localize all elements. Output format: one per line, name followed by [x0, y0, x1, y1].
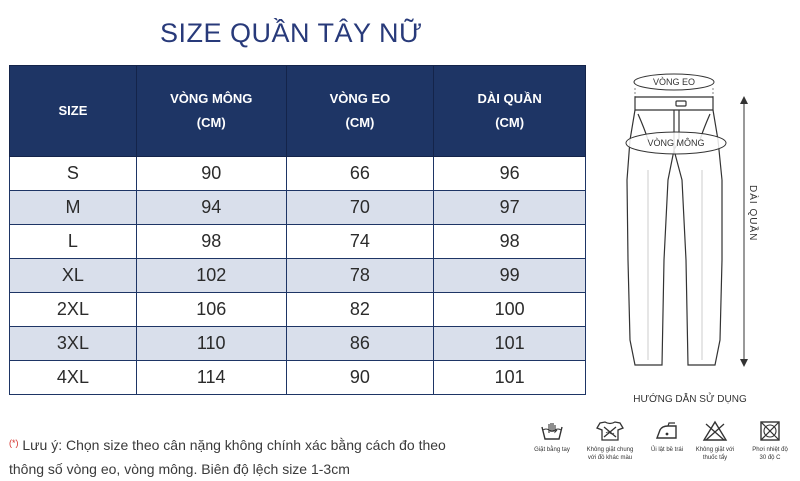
cell-size: M [9, 190, 137, 225]
cell-length: 98 [433, 224, 586, 259]
note-marker: (*) [9, 438, 19, 448]
cell-hip: 114 [135, 360, 287, 395]
header-length: DÀI QUẦN (CM) [433, 65, 586, 157]
cell-waist: 90 [285, 360, 435, 395]
table-row: 2XL 106 82 100 [9, 292, 586, 327]
note-line-1: Lưu ý: Chọn size theo cân nặng không chí… [22, 437, 446, 453]
table-row: 4XL 114 90 101 [9, 360, 586, 395]
cell-length: 101 [433, 326, 586, 361]
care-wash-separately: Không giặt chung với đồ khác màu [580, 420, 640, 462]
cell-length: 101 [433, 360, 586, 395]
cell-waist: 78 [285, 258, 435, 293]
cell-waist: 86 [285, 326, 435, 361]
page-title: SIZE QUẦN TÂY NỮ [160, 18, 423, 48]
cell-length: 99 [433, 258, 586, 293]
table-row: XL 102 78 99 [9, 258, 586, 293]
care-hand-wash: Giặt bằng tay [522, 420, 582, 454]
cell-hip: 102 [135, 258, 287, 293]
cell-length: 97 [433, 190, 586, 225]
trousers-diagram: VÒNG EO VÒNG MÔNG DÀI QUẦN [625, 73, 760, 367]
care-guide-title: HƯỚNG DẪN SỬ DỤNG [633, 394, 747, 405]
length-label: DÀI QUẦN [747, 185, 760, 241]
cell-size: XL [9, 258, 137, 293]
cell-size: 4XL [9, 360, 137, 395]
cell-hip: 90 [135, 156, 287, 191]
cell-waist: 66 [285, 156, 435, 191]
waist-measure: VÒNG EO [633, 73, 715, 97]
tumble-dry-icon [760, 421, 780, 441]
wash-separately-icon [596, 421, 624, 441]
cell-hip: 110 [135, 326, 287, 361]
cell-hip: 94 [135, 190, 287, 225]
waist-label: VÒNG EO [653, 77, 695, 87]
header-hip: VÒNG MÔNG (CM) [135, 65, 287, 157]
care-tumble-dry: Phơi nhiệt độ 30 độ C [740, 420, 800, 462]
hand-wash-icon [541, 423, 563, 440]
hip-measure: VÒNG MÔNG [625, 131, 727, 155]
header-waist: VÒNG EO (CM) [285, 65, 435, 157]
cell-length: 100 [433, 292, 586, 327]
cell-hip: 98 [135, 224, 287, 259]
cell-length: 96 [433, 156, 586, 191]
no-bleach-icon [702, 420, 728, 441]
size-note: (*) Lưu ý: Chọn size theo cân nặng không… [9, 433, 499, 481]
care-iron-reverse: Ủi lật bề trái [637, 420, 697, 454]
care-no-bleach: Không giặt với thuốc tẩy [685, 420, 745, 462]
iron-reverse-icon [655, 422, 677, 439]
hip-label: VÒNG MÔNG [647, 138, 704, 148]
table-row: L 98 74 98 [9, 224, 586, 259]
cell-size: S [9, 156, 137, 191]
header-size: SIZE [9, 65, 137, 157]
cell-size: L [9, 224, 137, 259]
length-measure: DÀI QUẦN [740, 96, 760, 367]
cell-hip: 106 [135, 292, 287, 327]
cell-size: 3XL [9, 326, 137, 361]
cell-size: 2XL [9, 292, 137, 327]
table-row: S 90 66 96 [9, 156, 586, 191]
cell-waist: 70 [285, 190, 435, 225]
size-table: SIZE VÒNG MÔNG (CM) VÒNG EO (CM) DÀI QUẦN(… [9, 65, 586, 395]
table-row: 3XL 110 86 101 [9, 326, 586, 361]
table-header-row: SIZE VÒNG MÔNG (CM) VÒNG EO (CM) DÀI QUẦN(… [9, 65, 586, 157]
note-line-2: thông số vòng eo, vòng mông. Biên độ lệc… [9, 461, 350, 477]
table-row: M 94 70 97 [9, 190, 586, 225]
cell-waist: 74 [285, 224, 435, 259]
cell-waist: 82 [285, 292, 435, 327]
